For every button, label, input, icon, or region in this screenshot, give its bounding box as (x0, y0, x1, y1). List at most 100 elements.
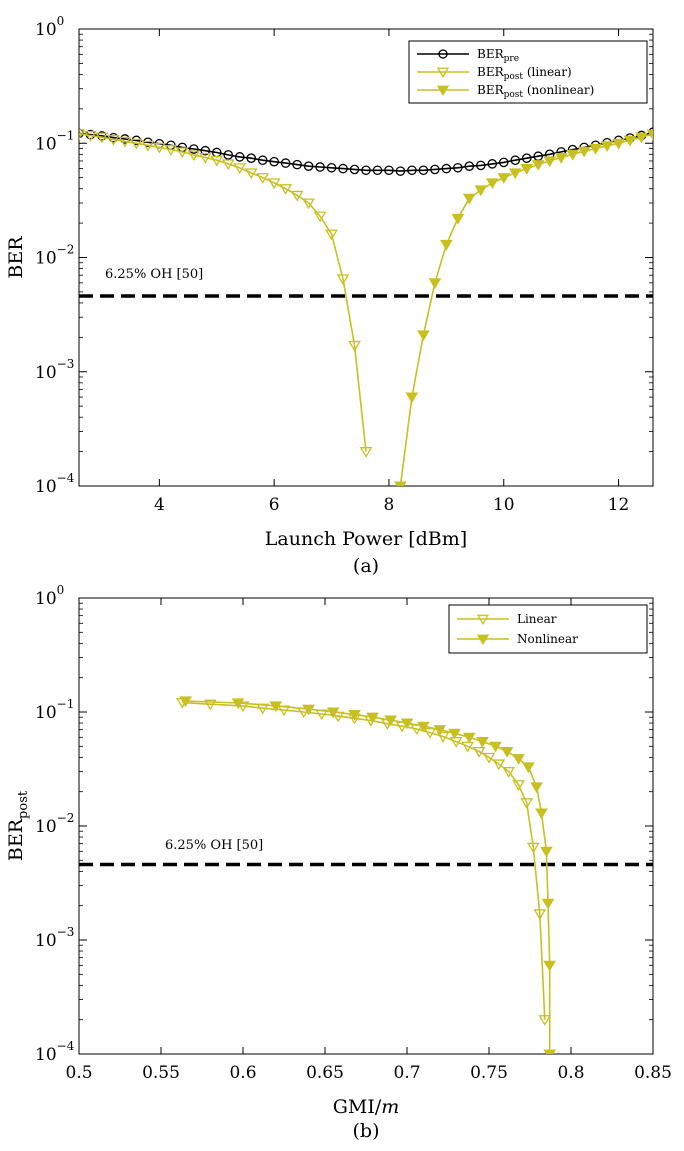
data-point (405, 392, 419, 404)
data-point (449, 737, 463, 748)
data-point (522, 762, 535, 774)
data-point (451, 213, 465, 225)
data-point (325, 229, 338, 241)
y-tick-label: 10−2 (35, 811, 74, 837)
legend-entry: BERpost (nonlinear) (477, 83, 594, 100)
x-tick-label: 0.6 (229, 1063, 256, 1083)
data-point (530, 782, 543, 794)
data-point (269, 701, 283, 713)
x-axis-label: Launch Power [dBm] (265, 528, 467, 550)
series-1 (179, 696, 557, 1054)
data-point (269, 156, 279, 167)
chart-a: 4 6 8 10 12 10−4 10−3 10−2 10−1 100 Launch Power [… (5, 14, 654, 577)
data-point (538, 1015, 552, 1026)
legend-entry: Nonlinear (517, 632, 578, 646)
data-point (554, 152, 568, 164)
chart-caption: (b) (353, 1120, 380, 1142)
data-point (436, 731, 450, 743)
data-point (203, 699, 217, 711)
x-tick-label: 0.85 (634, 1063, 672, 1083)
legend-box (448, 604, 648, 654)
data-point (500, 746, 514, 758)
data-point (492, 759, 506, 771)
data-point (246, 153, 257, 164)
data-point (79, 128, 84, 139)
data-point (313, 211, 327, 223)
data-point (623, 135, 637, 147)
data-point (384, 715, 397, 727)
data-point (502, 767, 516, 778)
data-point (541, 898, 555, 910)
data-point (188, 144, 199, 154)
data-point (315, 162, 325, 172)
data-point (498, 157, 509, 168)
x-axis-label: GMI/m (333, 1096, 400, 1118)
data-point (338, 163, 348, 174)
data-point (430, 164, 440, 175)
data-point (348, 709, 361, 721)
series-line (79, 133, 367, 452)
series-line (182, 701, 546, 1020)
data-point (290, 190, 304, 202)
data-point (485, 178, 499, 190)
data-point (526, 842, 540, 854)
data-point (302, 704, 315, 716)
legend: Linear Nonlinear (448, 604, 648, 654)
data-point (475, 160, 486, 171)
data-point (394, 481, 407, 486)
data-point (400, 718, 414, 730)
data-point (612, 138, 625, 150)
data-point (476, 634, 490, 646)
series-line (185, 700, 551, 1054)
data-point (600, 141, 614, 153)
data-point (292, 159, 302, 170)
x-tick-label: 0.7 (393, 1063, 420, 1083)
x-tick-label: 0.55 (142, 1063, 180, 1083)
data-point (210, 155, 224, 167)
data-point (84, 130, 97, 142)
data-point (198, 152, 212, 164)
y-axis-label: BER (5, 236, 27, 279)
y-axis-label: BERpost (5, 790, 31, 861)
y-tick-label: 10−3 (35, 357, 74, 383)
data-point (418, 165, 429, 176)
data-point (423, 728, 437, 739)
data-point (566, 149, 579, 161)
data-point (433, 725, 447, 736)
data-point (577, 146, 591, 158)
data-point (395, 166, 406, 176)
y-tick-label: 10−1 (35, 697, 74, 723)
data-point (303, 161, 314, 171)
legend-entry: Linear (517, 612, 557, 626)
x-tick-label: 0.75 (470, 1063, 508, 1083)
data-point (589, 143, 602, 155)
x-tick-label: 12 (608, 495, 630, 515)
data-point (533, 909, 547, 920)
data-point (635, 132, 648, 144)
x-tick-label: 0.65 (306, 1063, 344, 1083)
data-point (440, 239, 453, 251)
data-point (141, 140, 155, 152)
y-tick-label: 100 (35, 583, 64, 609)
data-point (461, 741, 475, 753)
data-point (118, 136, 132, 148)
data-point (512, 780, 525, 791)
y-tick-label: 10−4 (35, 1039, 75, 1065)
data-point (535, 808, 548, 820)
data-point (428, 278, 442, 290)
y-tick-label: 100 (35, 14, 64, 40)
data-point (236, 701, 250, 713)
data-point (407, 165, 417, 176)
legend-entry: BERpre (477, 47, 519, 64)
data-point (508, 168, 522, 180)
data-point (462, 732, 476, 744)
data-point (302, 198, 315, 210)
y-tick-label: 10−3 (35, 925, 74, 951)
data-point (540, 846, 553, 858)
data-point (95, 132, 109, 144)
threshold-label: 6.25% OH [50] (165, 838, 263, 853)
data-point (326, 162, 337, 173)
data-point (175, 147, 189, 159)
data-point (476, 614, 490, 626)
